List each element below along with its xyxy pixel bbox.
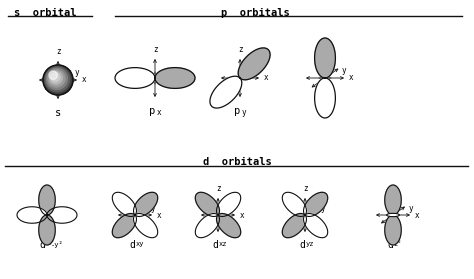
Text: p: p bbox=[149, 106, 155, 116]
Text: z: z bbox=[327, 108, 331, 117]
Polygon shape bbox=[112, 213, 137, 238]
Text: z: z bbox=[304, 184, 308, 193]
Text: -y²: -y² bbox=[51, 241, 64, 248]
Polygon shape bbox=[315, 78, 336, 118]
Polygon shape bbox=[283, 213, 307, 238]
Text: y: y bbox=[320, 204, 325, 213]
Text: xz: xz bbox=[219, 241, 227, 247]
Text: yz: yz bbox=[306, 241, 314, 247]
Polygon shape bbox=[385, 215, 401, 245]
Text: p: p bbox=[234, 106, 240, 116]
Polygon shape bbox=[315, 38, 336, 78]
Circle shape bbox=[48, 70, 65, 87]
Text: x: x bbox=[240, 210, 245, 220]
Text: x: x bbox=[69, 210, 73, 220]
Polygon shape bbox=[210, 76, 242, 108]
Polygon shape bbox=[303, 213, 328, 238]
Text: y: y bbox=[409, 204, 413, 213]
Text: z: z bbox=[392, 184, 396, 193]
Text: x: x bbox=[415, 210, 419, 220]
Polygon shape bbox=[47, 207, 77, 223]
Text: z²: z² bbox=[394, 241, 402, 247]
Text: xy: xy bbox=[136, 241, 144, 247]
Text: y: y bbox=[242, 108, 246, 117]
Polygon shape bbox=[303, 192, 328, 217]
Polygon shape bbox=[17, 207, 47, 223]
Text: x: x bbox=[157, 108, 161, 117]
Text: d: d bbox=[387, 240, 393, 250]
Text: d: d bbox=[129, 240, 135, 250]
Polygon shape bbox=[39, 185, 55, 215]
Text: x²: x² bbox=[47, 240, 55, 246]
Text: p  orbitals: p orbitals bbox=[220, 8, 289, 18]
Text: z: z bbox=[324, 45, 328, 54]
Text: x: x bbox=[349, 73, 354, 83]
Text: y: y bbox=[63, 204, 67, 213]
Polygon shape bbox=[115, 68, 155, 88]
Text: x: x bbox=[179, 73, 183, 83]
Polygon shape bbox=[385, 185, 401, 215]
Polygon shape bbox=[283, 192, 307, 217]
Text: z: z bbox=[154, 45, 158, 54]
Text: s: s bbox=[55, 108, 61, 118]
Text: y: y bbox=[75, 68, 80, 77]
Polygon shape bbox=[238, 48, 270, 80]
Circle shape bbox=[46, 68, 67, 89]
Text: d: d bbox=[39, 240, 45, 250]
Text: d  orbitals: d orbitals bbox=[202, 157, 272, 167]
Text: s  orbital: s orbital bbox=[14, 8, 76, 18]
Text: z: z bbox=[57, 47, 61, 56]
Text: z: z bbox=[217, 184, 221, 193]
Polygon shape bbox=[195, 213, 219, 238]
Circle shape bbox=[51, 73, 60, 82]
Circle shape bbox=[44, 66, 72, 93]
Text: y: y bbox=[257, 66, 262, 75]
Polygon shape bbox=[217, 213, 241, 238]
Ellipse shape bbox=[387, 213, 400, 217]
Polygon shape bbox=[112, 192, 137, 217]
Polygon shape bbox=[195, 192, 219, 217]
Polygon shape bbox=[134, 192, 158, 217]
Circle shape bbox=[43, 65, 73, 95]
Text: y: y bbox=[342, 66, 346, 75]
Text: p: p bbox=[319, 106, 325, 116]
Polygon shape bbox=[217, 192, 241, 217]
Text: y: y bbox=[150, 204, 155, 213]
Polygon shape bbox=[155, 68, 195, 88]
Text: y: y bbox=[172, 66, 176, 75]
Text: d: d bbox=[212, 240, 218, 250]
Circle shape bbox=[45, 67, 70, 92]
Text: x: x bbox=[157, 210, 162, 220]
Text: z: z bbox=[239, 45, 243, 54]
Text: d: d bbox=[299, 240, 305, 250]
Circle shape bbox=[49, 71, 62, 84]
Polygon shape bbox=[39, 215, 55, 245]
Text: x: x bbox=[264, 73, 269, 83]
Circle shape bbox=[49, 71, 57, 80]
Polygon shape bbox=[134, 213, 158, 238]
Text: x: x bbox=[82, 76, 87, 85]
